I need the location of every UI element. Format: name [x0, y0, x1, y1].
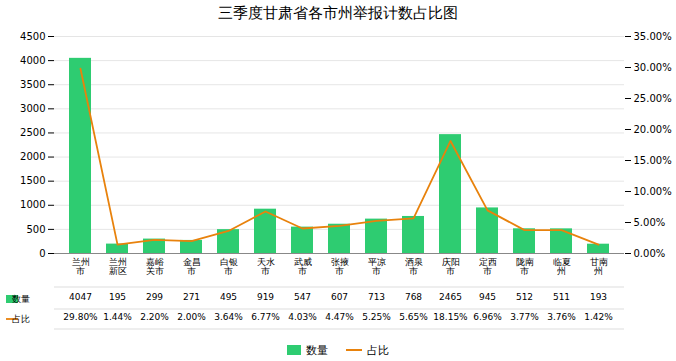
svg-text:713: 713 — [368, 292, 385, 302]
svg-text:29.80%: 29.80% — [63, 312, 98, 322]
svg-text:4.03%: 4.03% — [288, 312, 317, 322]
svg-text:30.00%: 30.00% — [634, 62, 672, 73]
svg-text:1.44%: 1.44% — [103, 312, 132, 322]
svg-text:299: 299 — [146, 292, 163, 302]
svg-text:4.47%: 4.47% — [325, 312, 354, 322]
svg-text:金昌市: 金昌市 — [183, 257, 201, 276]
svg-text:195: 195 — [109, 292, 126, 302]
svg-text:4000: 4000 — [20, 55, 45, 66]
svg-text:512: 512 — [516, 292, 533, 302]
html-text:占比: 占比 — [367, 343, 389, 357]
svg-text:2500: 2500 — [20, 127, 45, 138]
svg-text:白银市: 白银市 — [220, 257, 238, 276]
svg-text:定西市: 定西市 — [479, 257, 497, 276]
svg-text:张掖市: 张掖市 — [331, 257, 349, 276]
svg-text:陇南市: 陇南市 — [516, 257, 534, 276]
html-text:三季度甘肃省各市州举报计数占比图: 三季度甘肃省各市州举报计数占比图 — [218, 4, 458, 22]
svg-text:武威市: 武威市 — [294, 257, 312, 276]
svg-text:3500: 3500 — [20, 79, 45, 90]
svg-text:18.15%: 18.15% — [433, 312, 468, 322]
svg-text:天水市: 天水市 — [257, 257, 275, 276]
svg-text:2000: 2000 — [20, 151, 45, 162]
svg-text:2.20%: 2.20% — [140, 312, 169, 322]
svg-text:5.65%: 5.65% — [399, 312, 428, 322]
svg-text:3.64%: 3.64% — [214, 312, 243, 322]
svg-text:占比: 占比 — [12, 314, 30, 324]
svg-text:5.25%: 5.25% — [362, 312, 391, 322]
svg-text:6.77%: 6.77% — [251, 312, 280, 322]
svg-text:768: 768 — [405, 292, 422, 302]
svg-text:庆阳市: 庆阳市 — [442, 257, 460, 276]
svg-text:2465: 2465 — [439, 292, 462, 302]
svg-text:1.42%: 1.42% — [584, 312, 613, 322]
svg-text:嘉峪关市: 嘉峪关市 — [146, 257, 164, 276]
svg-text:945: 945 — [479, 292, 496, 302]
svg-text:20.00%: 20.00% — [634, 124, 672, 135]
svg-text:607: 607 — [331, 292, 348, 302]
svg-text:数量: 数量 — [12, 294, 30, 304]
svg-text:547: 547 — [294, 292, 311, 302]
svg-text:511: 511 — [553, 292, 570, 302]
svg-text:0: 0 — [39, 248, 45, 259]
svg-text:1500: 1500 — [20, 175, 45, 186]
svg-text:35.00%: 35.00% — [634, 31, 672, 42]
svg-text:兰州新区: 兰州新区 — [109, 257, 127, 276]
svg-text:2.00%: 2.00% — [177, 312, 206, 322]
svg-text:193: 193 — [590, 292, 607, 302]
svg-text:6.96%: 6.96% — [473, 312, 502, 322]
svg-text:1000: 1000 — [20, 199, 45, 210]
svg-text:25.00%: 25.00% — [634, 93, 672, 104]
svg-text:5.00%: 5.00% — [634, 217, 666, 228]
svg-text:酒泉市: 酒泉市 — [405, 257, 423, 276]
svg-text:平凉市: 平凉市 — [368, 257, 386, 276]
svg-text:271: 271 — [183, 292, 200, 302]
svg-text:919: 919 — [257, 292, 274, 302]
svg-text:兰州市: 兰州市 — [72, 257, 90, 276]
svg-text:4047: 4047 — [69, 292, 92, 302]
svg-text:3.77%: 3.77% — [510, 312, 539, 322]
svg-text:500: 500 — [26, 224, 45, 235]
svg-text:495: 495 — [220, 292, 237, 302]
html-text:数量: 数量 — [306, 343, 328, 357]
svg-text:4500: 4500 — [20, 31, 45, 42]
svg-text:10.00%: 10.00% — [634, 186, 672, 197]
svg-text:3000: 3000 — [20, 103, 45, 114]
svg-text:15.00%: 15.00% — [634, 155, 672, 166]
svg-text:0.00%: 0.00% — [634, 248, 666, 259]
svg-text:3.76%: 3.76% — [547, 312, 576, 322]
svg-text:临夏州: 临夏州 — [553, 257, 571, 276]
svg-text:甘南州: 甘南州 — [590, 257, 608, 276]
